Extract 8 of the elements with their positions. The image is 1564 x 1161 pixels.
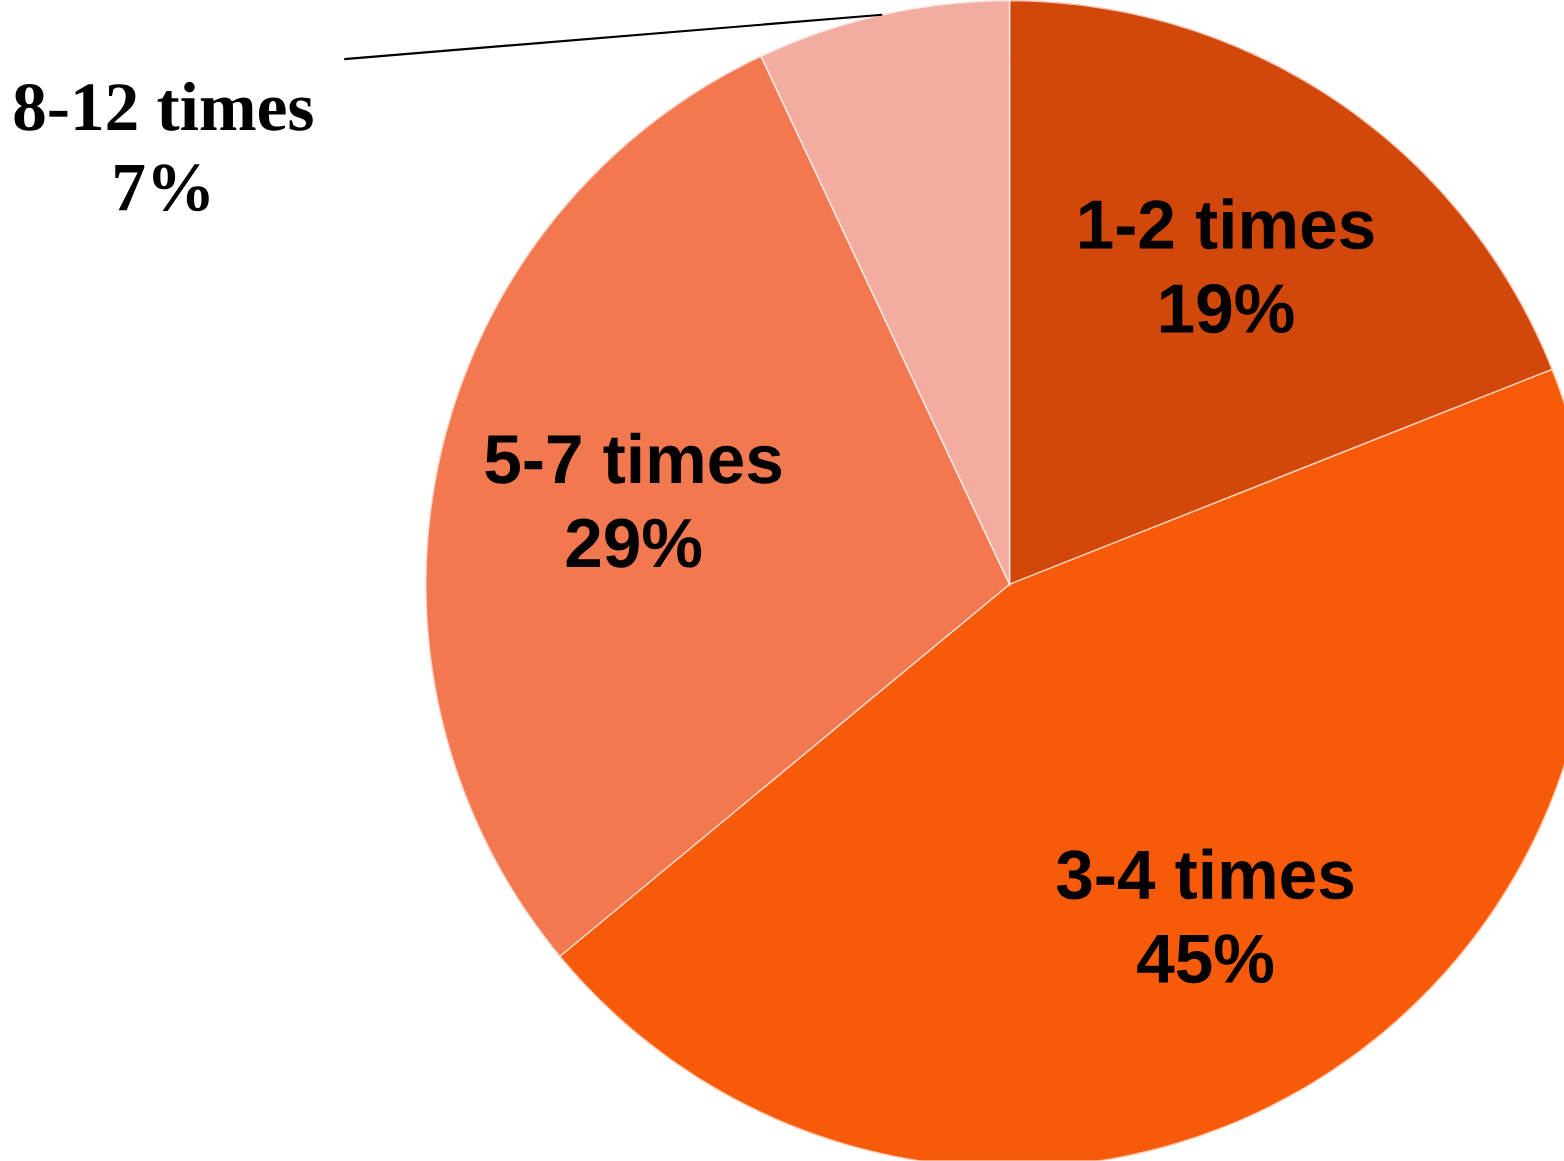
slice-label: 8-12 times — [14, 82, 313, 131]
slice-label: 1-2 times — [1080, 198, 1374, 250]
data-label: 29% — [566, 518, 702, 568]
data-label: 45% — [1137, 934, 1274, 984]
data-label: 19% — [1160, 284, 1294, 334]
data-label: 7% — [115, 164, 209, 212]
slice-label: 5-7 times — [485, 433, 781, 484]
slice-label: 3-4 times — [1056, 848, 1353, 900]
